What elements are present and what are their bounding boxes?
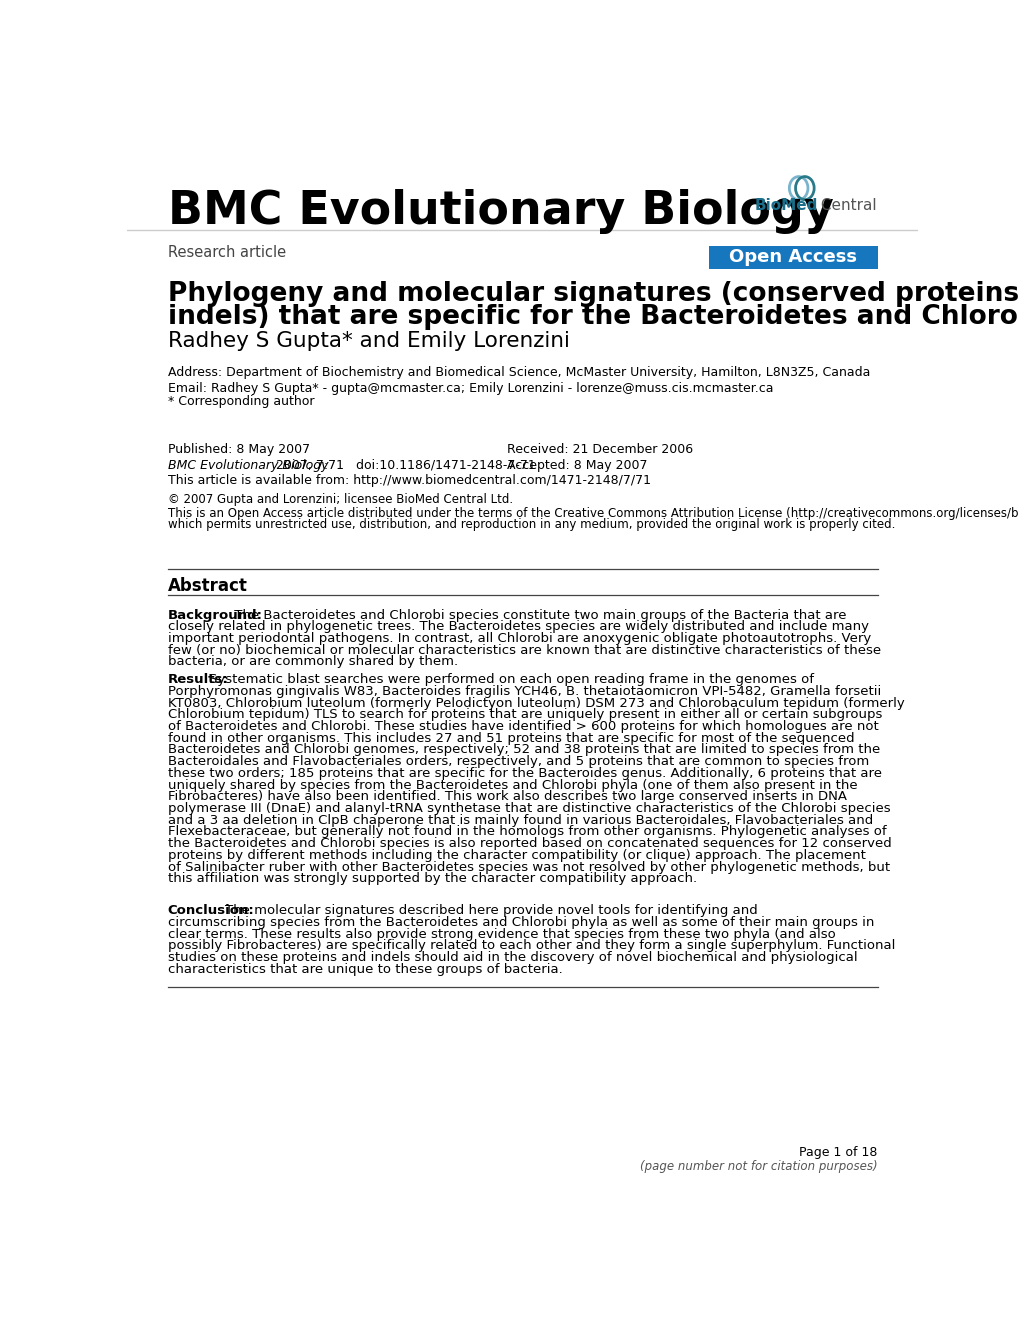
Text: Abstract: Abstract (168, 577, 248, 596)
Text: studies on these proteins and indels should aid in the discovery of novel bioche: studies on these proteins and indels sho… (168, 951, 857, 964)
FancyBboxPatch shape (708, 246, 876, 269)
Text: This is an Open Access article distributed under the terms of the Creative Commo: This is an Open Access article distribut… (168, 507, 1019, 519)
Text: of Salinibacter ruber with other Bacteroidetes species was not resolved by other: of Salinibacter ruber with other Bactero… (168, 861, 889, 874)
Text: possibly Fibrobacteres) are specifically related to each other and they form a s: possibly Fibrobacteres) are specifically… (168, 939, 895, 952)
Text: BMC Evolutionary Biology: BMC Evolutionary Biology (168, 459, 328, 471)
Text: circumscribing species from the Bacteroidetes and Chlorobi phyla as well as some: circumscribing species from the Bacteroi… (168, 916, 873, 929)
Text: Published: 8 May 2007: Published: 8 May 2007 (168, 444, 310, 457)
Text: proteins by different methods including the character compatibility (or clique) : proteins by different methods including … (168, 849, 865, 862)
Text: the Bacteroidetes and Chlorobi species is also reported based on concatenated se: the Bacteroidetes and Chlorobi species i… (168, 837, 891, 850)
Text: Bacteroidales and Flavobacteriales orders, respectively, and 5 proteins that are: Bacteroidales and Flavobacteriales order… (168, 755, 868, 768)
Text: Accepted: 8 May 2007: Accepted: 8 May 2007 (506, 459, 647, 471)
Text: (page number not for citation purposes): (page number not for citation purposes) (640, 1160, 876, 1173)
Text: Radhey S Gupta* and Emily Lorenzini: Radhey S Gupta* and Emily Lorenzini (168, 331, 570, 351)
Text: Research article: Research article (168, 245, 285, 261)
Text: clear terms. These results also provide strong evidence that species from these : clear terms. These results also provide … (168, 928, 835, 940)
Text: 2007, 7:71   doi:10.1186/1471-2148-7-71: 2007, 7:71 doi:10.1186/1471-2148-7-71 (272, 459, 536, 471)
Text: The Bacteroidetes and Chlorobi species constitute two main groups of the Bacteri: The Bacteroidetes and Chlorobi species c… (229, 609, 846, 621)
Text: which permits unrestricted use, distribution, and reproduction in any medium, pr: which permits unrestricted use, distribu… (168, 518, 895, 531)
Text: KT0803, Chlorobium luteolum (formerly Pelodictyon luteolum) DSM 273 and Chloroba: KT0803, Chlorobium luteolum (formerly Pe… (168, 696, 904, 710)
Text: these two orders; 185 proteins that are specific for the Bacteroides genus. Addi: these two orders; 185 proteins that are … (168, 767, 881, 780)
Text: © 2007 Gupta and Lorenzini; licensee BioMed Central Ltd.: © 2007 Gupta and Lorenzini; licensee Bio… (168, 494, 513, 507)
Text: Page 1 of 18: Page 1 of 18 (799, 1145, 876, 1158)
Text: bacteria, or are commonly shared by them.: bacteria, or are commonly shared by them… (168, 655, 458, 669)
Text: indels) that are specific for the Bacteroidetes and Chlorobi species: indels) that are specific for the Bacter… (168, 303, 1019, 330)
Text: this affiliation was strongly supported by the character compatibility approach.: this affiliation was strongly supported … (168, 873, 696, 886)
Text: Systematic blast searches were performed on each open reading frame in the genom: Systematic blast searches were performed… (209, 673, 813, 686)
Text: Bacteroidetes and Chlorobi genomes, respectively; 52 and 38 proteins that are li: Bacteroidetes and Chlorobi genomes, resp… (168, 744, 879, 756)
Text: This article is available from: http://www.biomedcentral.com/1471-2148/7/71: This article is available from: http://w… (168, 474, 650, 487)
Text: uniquely shared by species from the Bacteroidetes and Chlorobi phyla (one of the: uniquely shared by species from the Bact… (168, 779, 857, 792)
Text: The molecular signatures described here provide novel tools for identifying and: The molecular signatures described here … (225, 904, 757, 918)
Text: Address: Department of Biochemistry and Biomedical Science, McMaster University,: Address: Department of Biochemistry and … (168, 367, 869, 380)
Text: important periodontal pathogens. In contrast, all Chlorobi are anoxygenic obliga: important periodontal pathogens. In cont… (168, 632, 870, 645)
Text: polymerase III (DnaE) and alanyl-tRNA synthetase that are distinctive characteri: polymerase III (DnaE) and alanyl-tRNA sy… (168, 802, 890, 816)
Text: few (or no) biochemical or molecular characteristics are known that are distinct: few (or no) biochemical or molecular cha… (168, 643, 880, 657)
Text: Open Access: Open Access (729, 249, 856, 266)
Text: closely related in phylogenetic trees. The Bacteroidetes species are widely dist: closely related in phylogenetic trees. T… (168, 620, 868, 633)
Text: Received: 21 December 2006: Received: 21 December 2006 (506, 444, 693, 457)
Text: Porphyromonas gingivalis W83, Bacteroides fragilis YCH46, B. thetaiotaomicron VP: Porphyromonas gingivalis W83, Bacteroide… (168, 685, 880, 698)
Text: Central: Central (815, 197, 875, 213)
Text: found in other organisms. This includes 27 and 51 proteins that are specific for: found in other organisms. This includes … (168, 732, 854, 745)
Text: BMC Evolutionary Biology: BMC Evolutionary Biology (168, 189, 833, 234)
Text: * Corresponding author: * Corresponding author (168, 395, 314, 408)
Text: and a 3 aa deletion in ClpB chaperone that is mainly found in various Bacteroida: and a 3 aa deletion in ClpB chaperone th… (168, 814, 872, 826)
Text: BioMed: BioMed (754, 197, 817, 213)
Text: Conclusion:: Conclusion: (168, 904, 255, 918)
Text: Phylogeny and molecular signatures (conserved proteins and: Phylogeny and molecular signatures (cons… (168, 281, 1019, 307)
Text: Flexebacteraceae, but generally not found in the homologs from other organisms. : Flexebacteraceae, but generally not foun… (168, 825, 886, 838)
Text: Fibrobacteres) have also been identified. This work also describes two large con: Fibrobacteres) have also been identified… (168, 790, 846, 804)
Text: Background:: Background: (168, 609, 263, 621)
Text: of Bacteroidetes and Chlorobi. These studies have identified > 600 proteins for : of Bacteroidetes and Chlorobi. These stu… (168, 720, 877, 733)
Text: Email: Radhey S Gupta* - gupta@mcmaster.ca; Emily Lorenzini - lorenze@muss.cis.m: Email: Radhey S Gupta* - gupta@mcmaster.… (168, 381, 772, 395)
Text: characteristics that are unique to these groups of bacteria.: characteristics that are unique to these… (168, 963, 562, 976)
Text: Results:: Results: (168, 673, 228, 686)
Text: Chlorobium tepidum) TLS to search for proteins that are uniquely present in eith: Chlorobium tepidum) TLS to search for pr… (168, 708, 881, 722)
